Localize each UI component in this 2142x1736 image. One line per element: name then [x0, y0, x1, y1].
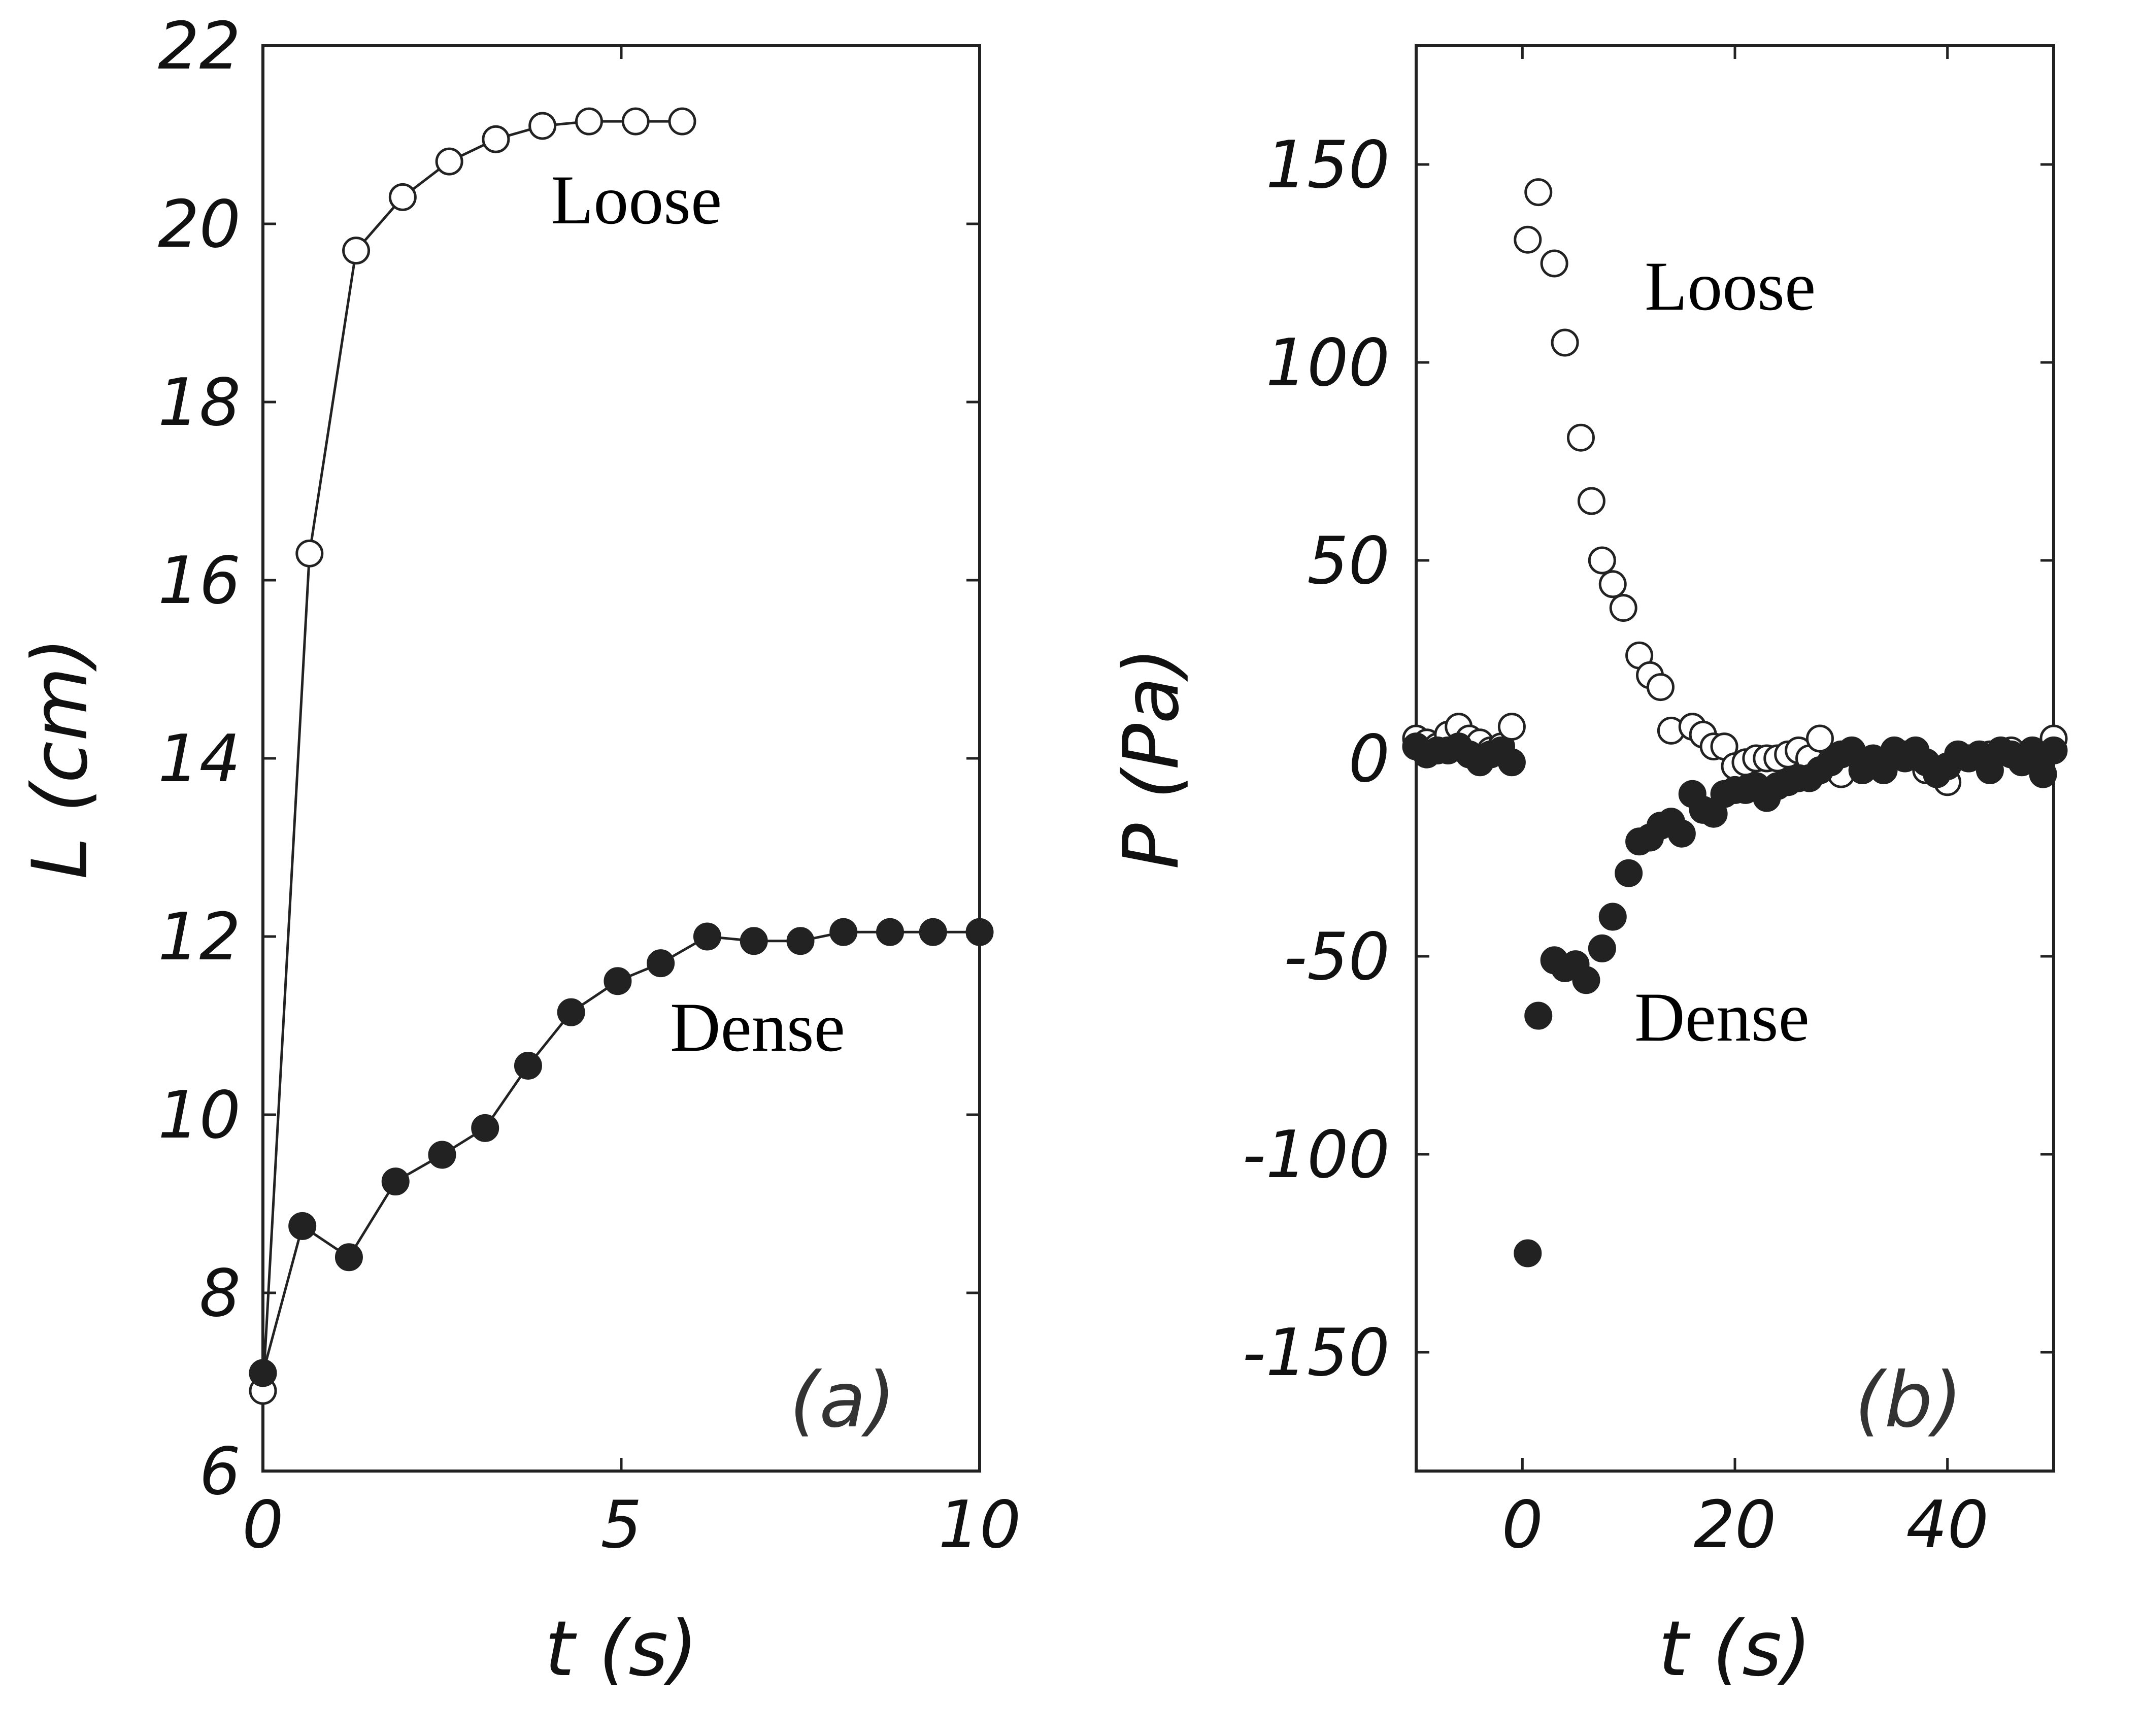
- x-tick-label: 10: [939, 1487, 1021, 1563]
- data-point: [428, 1141, 456, 1169]
- data-point: [604, 967, 632, 995]
- data-point: [1588, 546, 1616, 575]
- data-point: [1588, 934, 1616, 962]
- x-axis-title: t (s): [1658, 1605, 1812, 1693]
- data-point: [557, 998, 585, 1026]
- data-point: [288, 1212, 317, 1240]
- panel-label: (a): [790, 1356, 896, 1445]
- data-point: [1524, 1001, 1553, 1030]
- y-tick-label: -100: [1243, 1117, 1390, 1193]
- x-tick-label: 5: [600, 1487, 642, 1563]
- y-tick-label: 8: [199, 1256, 241, 1331]
- x-tick-label: 20: [1694, 1487, 1777, 1563]
- y-tick-label: 50: [1307, 523, 1390, 599]
- y-tick-label: 22: [158, 9, 241, 84]
- data-point: [1497, 713, 1526, 741]
- data-point: [482, 125, 510, 153]
- data-point: [249, 1359, 277, 1387]
- data-point: [1615, 859, 1643, 887]
- y-axis-title: P (Pa): [1108, 647, 1196, 870]
- series-loose: [249, 107, 696, 1405]
- y-tick-label: 18: [158, 365, 241, 441]
- data-point: [740, 927, 768, 955]
- y-tick-label: 20: [158, 187, 241, 262]
- panel-label: (b): [1855, 1356, 1962, 1445]
- series-line: [261, 930, 980, 1374]
- x-tick-label: 40: [1906, 1487, 1989, 1563]
- data-point: [829, 918, 858, 946]
- data-point: [528, 112, 557, 140]
- data-point: [1646, 673, 1675, 702]
- data-point: [2029, 760, 2057, 788]
- data-point: [435, 147, 463, 176]
- data-point: [295, 539, 324, 567]
- series-line: [261, 120, 683, 1391]
- data-point: [919, 918, 947, 946]
- y-tick-label: 0: [1349, 721, 1390, 797]
- series-dense: [249, 918, 994, 1387]
- data-point: [1577, 487, 1605, 515]
- data-point: [2039, 736, 2068, 764]
- y-tick-label: 10: [158, 1078, 241, 1153]
- data-point: [471, 1114, 499, 1142]
- x-tick-label: 0: [1502, 1487, 1543, 1563]
- y-tick-label: -150: [1243, 1315, 1390, 1391]
- panel-b-pressure-chart: -150 -100 -50 0 50 100 150 0 20 40 t (s) P (Pa) (b) L…: [1108, 44, 2068, 1693]
- y-tick-label: -50: [1284, 919, 1390, 995]
- y-axis-title: L (cm): [16, 638, 105, 880]
- data-point: [1540, 249, 1568, 278]
- data-point: [1497, 748, 1526, 777]
- x-axis-title: t (s): [545, 1605, 698, 1693]
- y-tick-label: 14: [158, 721, 241, 797]
- y-tick-label: 16: [158, 543, 241, 619]
- y-tick-label: 150: [1266, 127, 1390, 203]
- data-point: [334, 1243, 363, 1272]
- series-annotation: Loose: [1645, 247, 1816, 325]
- data-point: [1598, 570, 1627, 598]
- data-point: [1551, 328, 1579, 357]
- series-annotation: Dense: [670, 988, 845, 1066]
- y-tick-label: 12: [158, 899, 241, 975]
- series-annotation: Loose: [551, 161, 722, 239]
- series-annotation: Dense: [1634, 978, 1810, 1056]
- data-point: [786, 927, 815, 955]
- data-point: [693, 922, 721, 951]
- plot-frame: [261, 44, 981, 1473]
- data-point: [668, 107, 696, 136]
- data-point: [514, 1051, 542, 1080]
- series-dense: [1402, 732, 2068, 1267]
- data-point: [1667, 819, 1696, 848]
- data-point: [876, 918, 904, 946]
- panel-a-length-chart: 6 8 10 12 14 16 18 20 22 0 5 10 t (s) L (cm) (a) Loose D…: [16, 9, 1021, 1693]
- data-point: [1572, 966, 1600, 994]
- data-point: [1566, 423, 1595, 452]
- x-tick-label: 0: [242, 1487, 283, 1563]
- data-point: [388, 183, 417, 211]
- data-point: [965, 918, 994, 946]
- data-point: [621, 107, 650, 136]
- data-point: [1805, 724, 1834, 753]
- y-tick-label: 6: [199, 1434, 241, 1510]
- data-point: [647, 949, 675, 978]
- data-point: [1514, 225, 1542, 254]
- data-point: [1609, 594, 1637, 622]
- data-point: [1524, 178, 1553, 207]
- y-tick-label: 100: [1266, 325, 1390, 401]
- data-point: [1598, 903, 1627, 931]
- data-point: [342, 237, 371, 265]
- data-point: [381, 1167, 410, 1196]
- data-point: [575, 107, 603, 136]
- data-point: [1514, 1239, 1542, 1267]
